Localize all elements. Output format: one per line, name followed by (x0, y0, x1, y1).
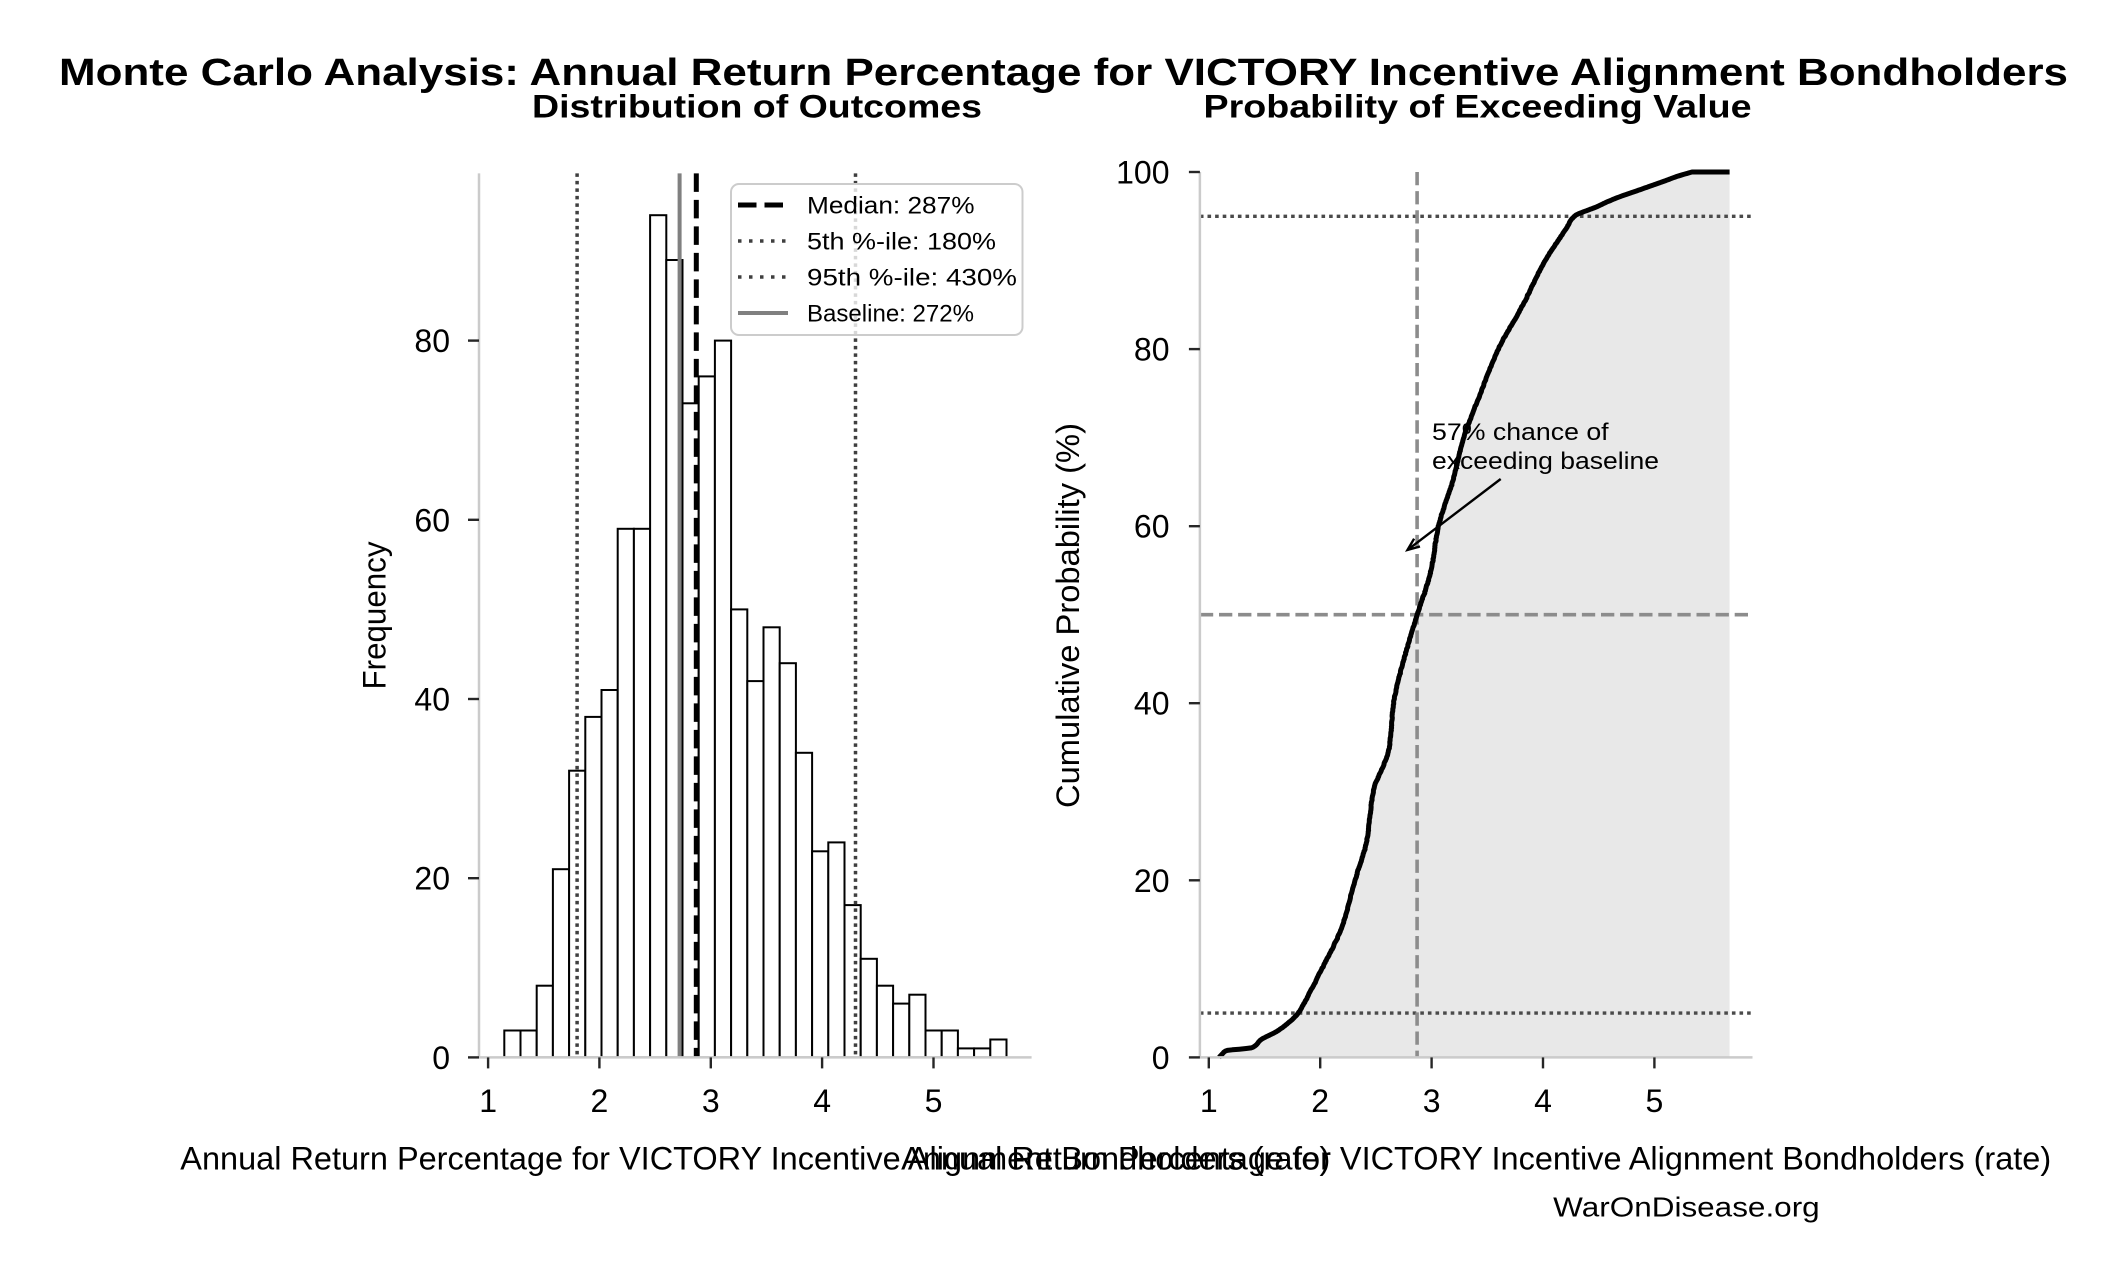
svg-text:20: 20 (1134, 863, 1170, 899)
svg-text:20: 20 (414, 861, 450, 897)
svg-text:3: 3 (1423, 1083, 1441, 1119)
svg-text:Probability of Exceeding Value: Probability of Exceeding Value (1204, 89, 1752, 125)
svg-text:80: 80 (414, 323, 450, 359)
svg-text:0: 0 (1152, 1040, 1170, 1076)
svg-text:100: 100 (1116, 155, 1169, 191)
svg-text:80: 80 (1134, 332, 1170, 368)
svg-text:Annual Return Percentage for V: Annual Return Percentage for VICTORY Inc… (180, 1140, 1330, 1176)
svg-text:2: 2 (1311, 1083, 1329, 1119)
svg-text:60: 60 (414, 502, 450, 538)
svg-text:Baseline: 272%: Baseline: 272% (807, 301, 974, 328)
svg-text:Frequency: Frequency (357, 542, 393, 690)
svg-text:Cumulative Probability (%): Cumulative Probability (%) (1050, 423, 1086, 808)
svg-text:5: 5 (925, 1083, 943, 1119)
svg-text:5th %-ile: 180%: 5th %-ile: 180% (807, 229, 996, 256)
svg-text:exceeding baseline: exceeding baseline (1432, 448, 1659, 475)
svg-text:Annual Return Percentage for V: Annual Return Percentage for VICTORY Inc… (901, 1140, 2051, 1176)
svg-text:60: 60 (1134, 509, 1170, 545)
svg-text:1: 1 (1200, 1083, 1218, 1119)
svg-text:WarOnDisease.org: WarOnDisease.org (1553, 1192, 1820, 1223)
svg-text:Median: 287%: Median: 287% (807, 193, 975, 220)
svg-text:3: 3 (702, 1083, 720, 1119)
svg-text:57% chance of: 57% chance of (1432, 419, 1609, 446)
svg-text:Monte Carlo Analysis: Annual R: Monte Carlo Analysis: Annual Return Perc… (59, 52, 2068, 94)
svg-text:0: 0 (432, 1040, 450, 1076)
svg-text:40: 40 (414, 682, 450, 718)
svg-text:Distribution of Outcomes: Distribution of Outcomes (532, 89, 982, 125)
svg-text:2: 2 (591, 1083, 609, 1119)
svg-text:4: 4 (813, 1083, 831, 1119)
svg-text:1: 1 (479, 1083, 497, 1119)
svg-text:4: 4 (1534, 1083, 1552, 1119)
svg-text:40: 40 (1134, 686, 1170, 722)
svg-text:5: 5 (1646, 1083, 1664, 1119)
svg-text:95th %-ile: 430%: 95th %-ile: 430% (807, 265, 1017, 292)
